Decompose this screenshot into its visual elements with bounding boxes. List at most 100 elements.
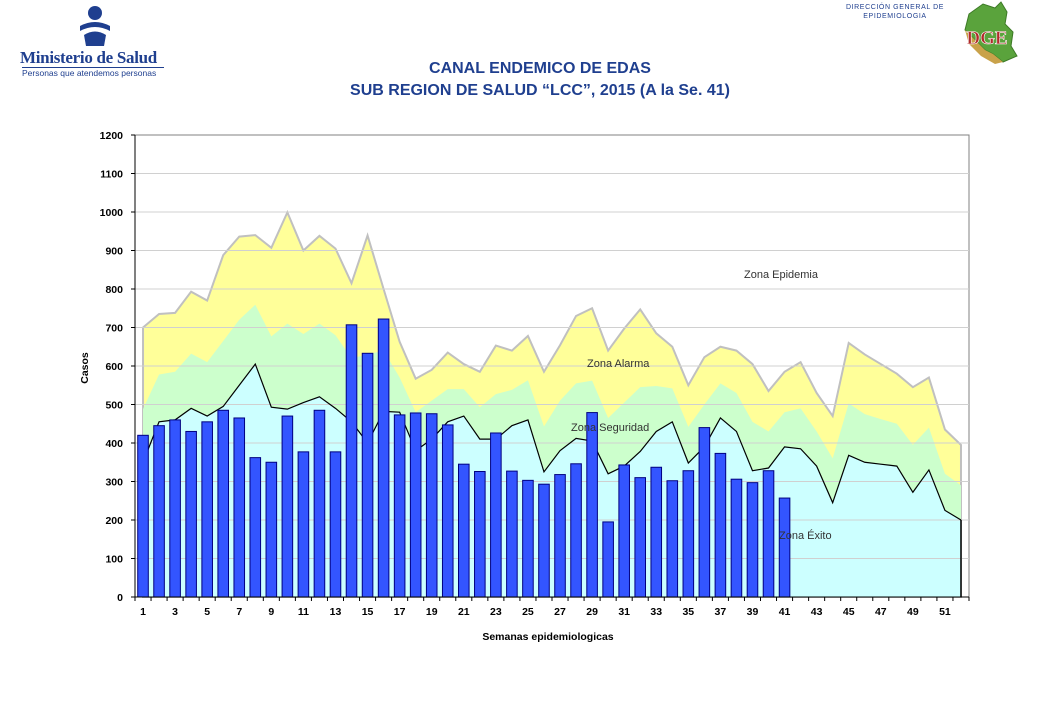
bar-week-2 — [153, 425, 165, 598]
y-tick-label-200: 200 — [105, 515, 123, 527]
bar-week-19 — [425, 413, 438, 598]
bar-week-37 — [714, 452, 727, 598]
y-tick-label-500: 500 — [105, 400, 123, 412]
bar-week-4 — [185, 430, 197, 598]
bar-week-28 — [570, 463, 582, 598]
dge-peru-map-logo: DGE — [964, 1, 1018, 64]
bar-week-41 — [778, 497, 791, 598]
zone-epidemia-label-box — [705, 262, 860, 290]
y-tick-label-600: 600 — [105, 361, 123, 373]
bar-week-34 — [666, 480, 679, 598]
bar-week-13 — [329, 451, 342, 598]
chart-title-line2: SUB REGION DE SALUD “LCC”, 2015 (A la Se… — [350, 82, 730, 99]
x-tick-label-23: 23 — [490, 606, 502, 618]
bar-week-1 — [137, 434, 149, 598]
x-tick-label-45: 45 — [843, 606, 855, 618]
bar-week-40 — [762, 470, 775, 598]
bar-week-24 — [506, 470, 518, 598]
y-tick-label-1100: 1100 — [100, 169, 123, 181]
minsa-logo: Ministerio de Salud Personas que atendem… — [20, 4, 170, 78]
logo-divider — [22, 67, 164, 68]
zone-seguridad-label: Zona Seguridad — [571, 422, 649, 434]
bar-week-20 — [441, 424, 454, 598]
bar-week-25 — [522, 479, 534, 598]
x-tick-label-39: 39 — [747, 606, 759, 618]
y-tick-label-1000: 1000 — [100, 207, 124, 219]
zone-epidemia-label: Zona Epidemia — [744, 269, 819, 281]
x-tick-label-25: 25 — [522, 606, 534, 618]
bar-week-30 — [602, 521, 614, 598]
bar-week-21 — [457, 463, 470, 598]
bar-week-17 — [393, 414, 406, 598]
bar-week-38 — [730, 478, 743, 598]
bar-week-6 — [217, 409, 230, 598]
x-tick-label-13: 13 — [330, 606, 342, 618]
bar-week-29 — [586, 412, 598, 598]
bar-week-15 — [361, 352, 374, 598]
zone-exito-label: Zona Éxito — [779, 529, 832, 542]
bar-week-12 — [313, 409, 326, 598]
bar-week-22 — [474, 470, 486, 598]
bar-week-16 — [377, 318, 390, 598]
bar-week-35 — [682, 470, 695, 598]
minsa-person-icon — [80, 6, 110, 46]
x-tick-label-1: 1 — [140, 606, 146, 618]
x-tick-label-35: 35 — [682, 606, 694, 618]
x-tick-label-19: 19 — [426, 606, 438, 618]
bar-week-3 — [169, 419, 181, 598]
bar-week-36 — [698, 427, 711, 598]
x-tick-label-9: 9 — [268, 606, 274, 618]
bar-week-32 — [634, 477, 647, 598]
y-tick-label-700: 700 — [105, 323, 123, 335]
x-tick-label-5: 5 — [204, 606, 210, 618]
x-tick-label-21: 21 — [458, 606, 470, 618]
bar-week-27 — [554, 474, 566, 598]
bar-week-33 — [650, 466, 663, 598]
bar-week-7 — [233, 417, 246, 598]
x-tick-label-33: 33 — [650, 606, 662, 618]
bar-week-26 — [538, 483, 550, 598]
bar-week-23 — [490, 432, 502, 598]
y-tick-label-800: 800 — [105, 284, 123, 296]
zone-exito-line — [142, 362, 962, 521]
bar-week-8 — [249, 457, 262, 598]
x-tick-label-7: 7 — [236, 606, 242, 618]
x-tick-label-27: 27 — [554, 606, 566, 618]
y-axis-title: Casos — [79, 352, 91, 384]
y-tick-label-1200: 1200 — [100, 130, 124, 142]
dge-logo-text: DGE — [966, 28, 1007, 49]
chart-title-line1: CANAL ENDEMICO DE EDAS — [429, 60, 651, 77]
x-tick-label-49: 49 — [907, 606, 919, 618]
bar-week-9 — [265, 461, 278, 598]
bar-week-10 — [281, 415, 294, 598]
x-tick-label-17: 17 — [394, 606, 406, 618]
y-tick-label-100: 100 — [105, 554, 123, 566]
x-axis-title: Semanas epidemiologicas — [482, 631, 613, 643]
dge-line1: DIRECCIÓN GENERAL DE — [845, 4, 945, 11]
y-tick-label-300: 300 — [105, 477, 123, 489]
x-tick-label-43: 43 — [811, 606, 823, 618]
x-tick-label-37: 37 — [715, 606, 727, 618]
y-tick-label-900: 900 — [105, 246, 123, 258]
x-tick-label-3: 3 — [172, 606, 178, 618]
bar-week-11 — [297, 451, 310, 598]
logo-subtitle: Personas que atendemos personas — [22, 68, 157, 78]
x-tick-label-11: 11 — [298, 606, 309, 618]
x-tick-label-51: 51 — [939, 606, 951, 618]
zone-alarma-label: Zona Alarma — [587, 358, 650, 370]
bar-week-31 — [618, 464, 630, 598]
dge-caption: DIRECCIÓN GENERAL DE EPIDEMIOLOGIA — [832, 3, 958, 21]
x-tick-label-47: 47 — [875, 606, 887, 618]
x-tick-label-41: 41 — [779, 606, 791, 618]
bar-week-39 — [746, 482, 759, 598]
bar-week-18 — [409, 412, 422, 598]
x-tick-label-15: 15 — [362, 606, 374, 618]
bar-week-5 — [201, 421, 213, 598]
logo-name: Ministerio de Salud — [20, 48, 157, 67]
bar-week-14 — [345, 324, 358, 598]
x-tick-label-29: 29 — [586, 606, 598, 618]
y-tick-label-0: 0 — [117, 592, 123, 604]
chart-title: CANAL ENDEMICO DE EDAS SUB REGION DE SAL… — [290, 58, 790, 102]
dge-line2: EPIDEMIOLOGIA — [863, 13, 927, 20]
